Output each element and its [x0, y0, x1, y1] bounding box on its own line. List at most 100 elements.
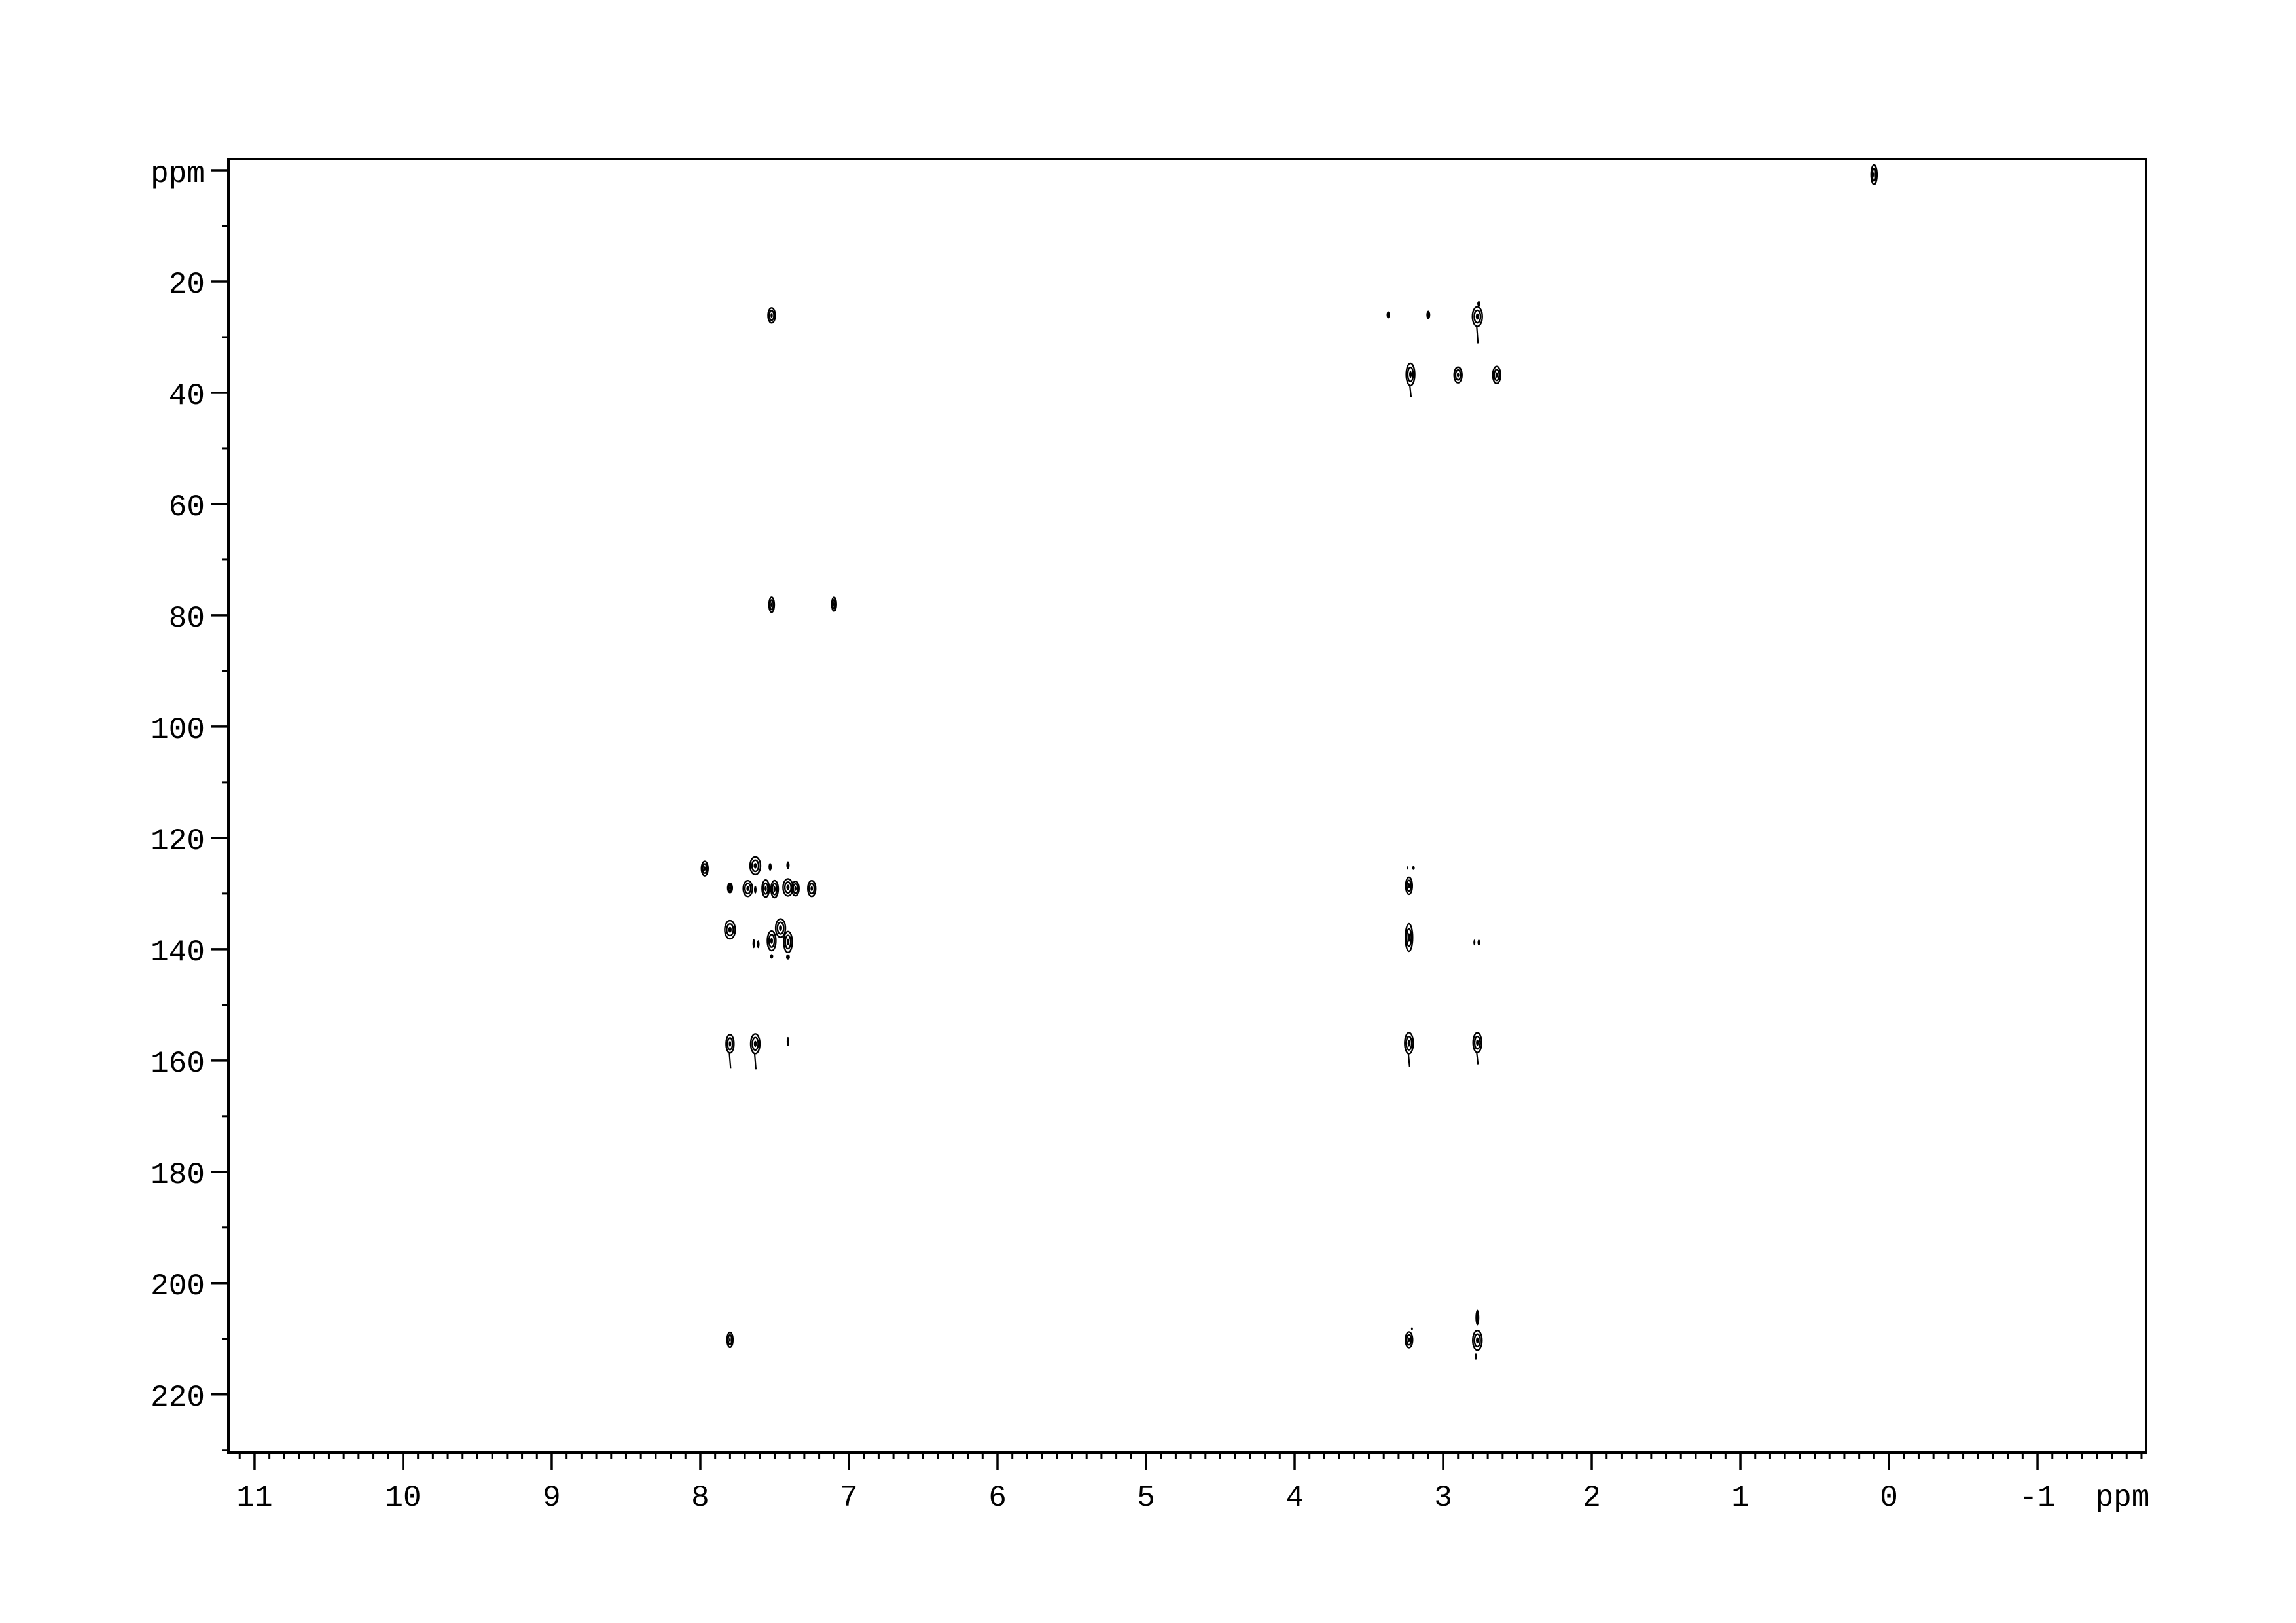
peak-tail	[728, 1053, 732, 1069]
cross-peak	[761, 879, 770, 898]
peak-contour	[764, 886, 767, 892]
cross-peak	[783, 930, 793, 953]
peak-contour	[1407, 366, 1414, 382]
cross-peak	[1870, 164, 1878, 185]
cross-peak	[749, 1033, 761, 1070]
peak-contour	[785, 954, 790, 960]
peak-contour	[757, 940, 760, 949]
y-axis-tick-labels: 20 40 60 80 100 120 140 160 180 200 220	[151, 268, 205, 1415]
cross-peak	[1472, 1032, 1482, 1065]
cross-peak	[725, 1034, 735, 1069]
peak-contour	[831, 596, 837, 612]
cross-peak	[753, 885, 757, 894]
peak-contour	[770, 879, 780, 899]
peak-contour	[726, 883, 734, 894]
x-tick-label: 4	[1285, 1481, 1304, 1515]
peak-contour	[1475, 1337, 1479, 1344]
cross-peak	[1405, 362, 1416, 398]
peak-contour	[1473, 1333, 1481, 1348]
peak-contour	[769, 599, 774, 611]
y-tick-label: 80	[169, 602, 205, 636]
peak-contour	[1409, 371, 1412, 378]
peak-contour	[767, 307, 776, 324]
cross-peak	[1472, 1330, 1483, 1351]
peak-contour	[768, 596, 776, 613]
peak-tail	[753, 1053, 757, 1070]
peak-contour	[1475, 1309, 1480, 1326]
peak-contour	[771, 883, 778, 896]
cross-peak	[1473, 939, 1476, 946]
peak-contour	[770, 602, 773, 608]
peak-tail	[1476, 1052, 1479, 1065]
peak-contour	[1406, 928, 1412, 947]
peak-contour	[810, 886, 814, 892]
peak-contour	[728, 926, 732, 933]
cross-peak	[1405, 922, 1414, 953]
cross-peak	[1404, 1032, 1414, 1067]
peak-contour	[1473, 309, 1482, 324]
peak-contour	[768, 934, 776, 948]
peak-contour	[1453, 366, 1463, 384]
cross-peak	[766, 930, 777, 952]
y-axis-unit-label: ppm	[151, 157, 205, 191]
cross-peak	[757, 940, 760, 949]
peak-tail	[1408, 385, 1412, 398]
peak-contour	[728, 886, 731, 890]
peak-contour	[807, 880, 817, 898]
cross-peak	[831, 596, 837, 612]
peak-contour	[786, 938, 789, 945]
y-tick-label: 100	[151, 713, 205, 747]
peak-contour	[794, 886, 797, 891]
cross-peak	[1471, 306, 1483, 344]
x-tick-label: 7	[840, 1481, 858, 1515]
y-tick-label: 180	[151, 1158, 205, 1192]
cross-peak	[807, 880, 817, 898]
cross-peak	[1405, 1331, 1414, 1349]
peak-contour	[1426, 310, 1431, 319]
y-tick-label: 140	[151, 936, 205, 970]
y-tick-label: 40	[169, 379, 205, 413]
cross-peak	[1386, 311, 1390, 319]
peak-contour	[761, 879, 770, 898]
peak-contour	[1454, 369, 1462, 381]
peak-contour	[1406, 879, 1412, 892]
x-tick-label: 0	[1880, 1481, 1898, 1515]
peak-contour	[831, 598, 836, 610]
cross-peak	[774, 918, 787, 938]
peak-contour	[1473, 939, 1476, 946]
cross-peak	[1477, 939, 1480, 946]
peak-contour	[792, 883, 798, 894]
x-tick-label: 8	[691, 1481, 709, 1515]
cross-peak	[1492, 365, 1501, 384]
peak-contour	[1408, 883, 1410, 889]
peak-contour	[1407, 1040, 1410, 1047]
peak-contour	[770, 938, 774, 944]
peak-contour	[704, 866, 706, 871]
x-tick-label: 5	[1137, 1481, 1155, 1515]
cross-peak	[1405, 876, 1414, 896]
peak-contour	[751, 859, 760, 873]
peak-contour	[726, 922, 734, 937]
peak-contour	[1493, 369, 1500, 382]
peak-contour	[727, 884, 732, 892]
peak-contour	[700, 860, 709, 877]
peak-contour	[1405, 1331, 1414, 1349]
peak-contour	[1870, 164, 1878, 185]
cross-peak	[770, 879, 780, 899]
x-tick-label: 9	[543, 1481, 561, 1515]
peak-contour	[724, 919, 736, 940]
peak-contour	[786, 861, 790, 869]
peak-contour	[752, 939, 755, 949]
cross-peak	[786, 861, 790, 869]
peak-contour	[774, 918, 787, 938]
peak-contour	[1407, 866, 1409, 870]
peak-contour	[1873, 171, 1875, 178]
y-tick-label: 120	[151, 824, 205, 858]
peak-contour	[779, 925, 782, 932]
cross-peak	[1426, 310, 1431, 319]
peak-contour	[833, 602, 835, 607]
cross-peak	[724, 919, 736, 940]
